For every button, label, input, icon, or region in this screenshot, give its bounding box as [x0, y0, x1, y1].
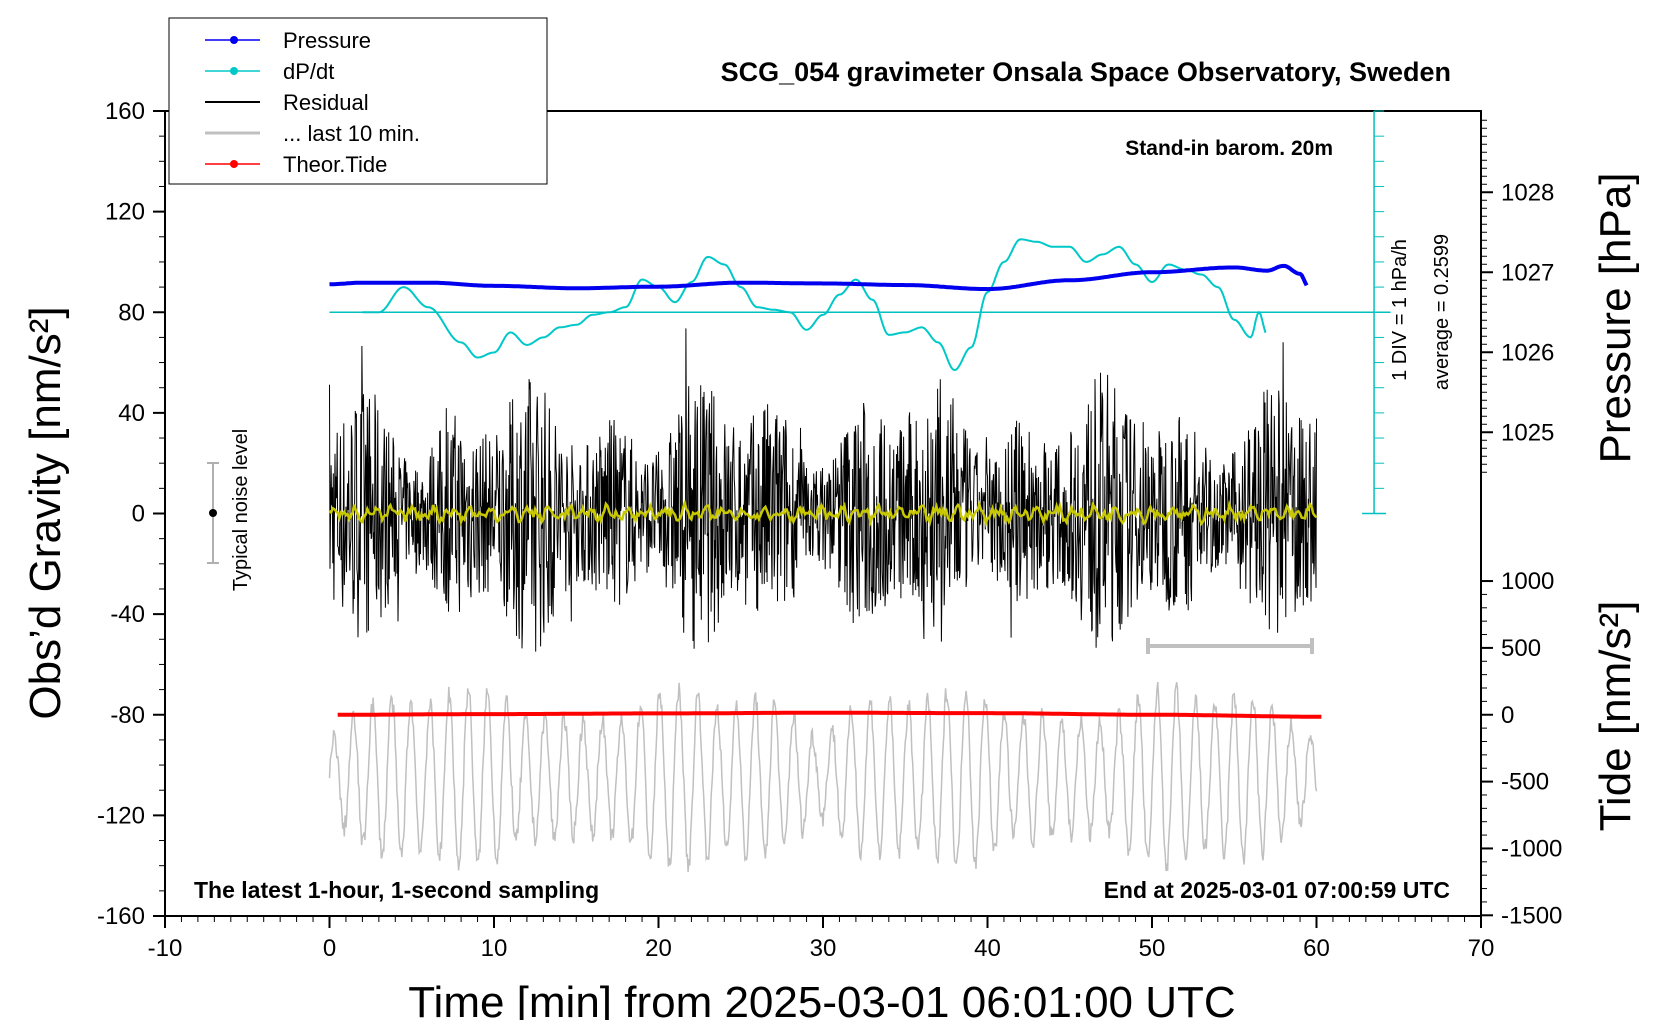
y-tick-label: -120	[97, 802, 145, 829]
x-tick-label: 20	[645, 935, 672, 962]
x-tick-label: 10	[481, 935, 508, 962]
x-axis-label: Time [min] from 2025-03-01 06:01:00 UTC	[408, 978, 1235, 1020]
legend-item-residual: Residual	[205, 90, 369, 115]
sampling-note: The latest 1-hour, 1-second sampling	[194, 877, 599, 903]
legend-item-theor-tide: Theor.Tide	[205, 152, 387, 177]
x-tick-label: 60	[1303, 935, 1330, 962]
chart-title: SCG_054 gravimeter Onsala Space Observat…	[721, 57, 1451, 87]
y-axis-left: 160 120 80 40 0 -40 -80 -120 -160	[97, 98, 165, 930]
pressure-tick-label: 1027	[1501, 259, 1554, 286]
x-tick-label: 30	[810, 935, 837, 962]
filtered-series	[328, 499, 1318, 529]
div-scale-note: 1 DIV = 1 hPa/h	[1389, 239, 1411, 381]
y-tick-label: 40	[118, 400, 145, 427]
tide-tick-label: 0	[1501, 702, 1514, 729]
x-axis: -10 0 10 20 30 40 50 60 70	[148, 916, 1495, 962]
pressure-tick-label: 1025	[1501, 419, 1554, 446]
pressure-tick-label: 1028	[1501, 179, 1554, 206]
x-tick-label: 0	[323, 935, 336, 962]
average-note: average = 0.2599	[1431, 234, 1453, 390]
y-axis-tide: 1000 500 0 -500 -1000 -1500	[1481, 568, 1562, 929]
tide-tick-label: -1000	[1501, 835, 1562, 862]
noise-level-marker	[207, 462, 219, 564]
x-tick-label: 70	[1468, 935, 1495, 962]
pressure-series	[329, 263, 1309, 292]
svg-text:Residual: Residual	[283, 90, 369, 115]
noise-level-label: Typical noise level	[230, 429, 252, 591]
legend-item-pressure: Pressure	[205, 28, 371, 53]
tide-tick-label: 500	[1501, 635, 1541, 662]
y-axis-pressure-label: Pressure [hPa]	[1591, 172, 1640, 463]
filtered-line	[328, 499, 1318, 529]
residual-line	[329, 328, 1317, 652]
y-tick-label: 120	[105, 199, 145, 226]
dpdt-scale-bar	[329, 110, 1391, 515]
barometer-note: Stand-in barom. 20m	[1125, 137, 1333, 160]
y-tick-label: -80	[110, 702, 145, 729]
last-10-min-bar	[1146, 638, 1314, 654]
last-10-min-series	[328, 681, 1318, 873]
tide-tick-label: -500	[1501, 769, 1549, 796]
theoretical-tide-series	[337, 710, 1322, 719]
residual-series	[329, 328, 1317, 652]
svg-text:... last 10 min.: ... last 10 min.	[283, 121, 420, 146]
pressure-tick-label: 1026	[1501, 339, 1554, 366]
dpdt-line	[362, 238, 1267, 372]
dpdt-series	[362, 238, 1267, 372]
end-time-note: End at 2025-03-01 07:00:59 UTC	[1104, 877, 1450, 903]
last-10-min-line	[328, 681, 1318, 873]
legend: Pressure dP/dt Residual ... last 10 min.…	[168, 17, 548, 185]
x-tick-label: 50	[1139, 935, 1166, 962]
y-axis-pressure: 1028 1027 1026 1025	[1481, 119, 1554, 473]
theor-tide-line	[337, 710, 1322, 719]
tide-tick-label: -1500	[1501, 902, 1562, 929]
y-tick-label: -160	[97, 903, 145, 930]
y-tick-label: -40	[110, 601, 145, 628]
y-axis-left-label: Obs’d Gravity [nm/s²]	[21, 306, 70, 719]
y-tick-label: 80	[118, 299, 145, 326]
legend-item-dpdt: dP/dt	[205, 59, 334, 84]
svg-text:dP/dt: dP/dt	[283, 59, 334, 84]
svg-text:Pressure: Pressure	[283, 28, 371, 53]
y-tick-label: 160	[105, 98, 145, 125]
y-axis-tide-label: Tide [nm/s²]	[1591, 601, 1640, 832]
x-tick-label: 40	[974, 935, 1001, 962]
tide-tick-label: 1000	[1501, 568, 1554, 595]
y-tick-label: 0	[132, 501, 145, 528]
svg-text:Theor.Tide: Theor.Tide	[283, 152, 387, 177]
pressure-line	[329, 263, 1309, 292]
x-tick-label: -10	[148, 935, 183, 962]
legend-item-last-10-min: ... last 10 min.	[205, 121, 420, 146]
